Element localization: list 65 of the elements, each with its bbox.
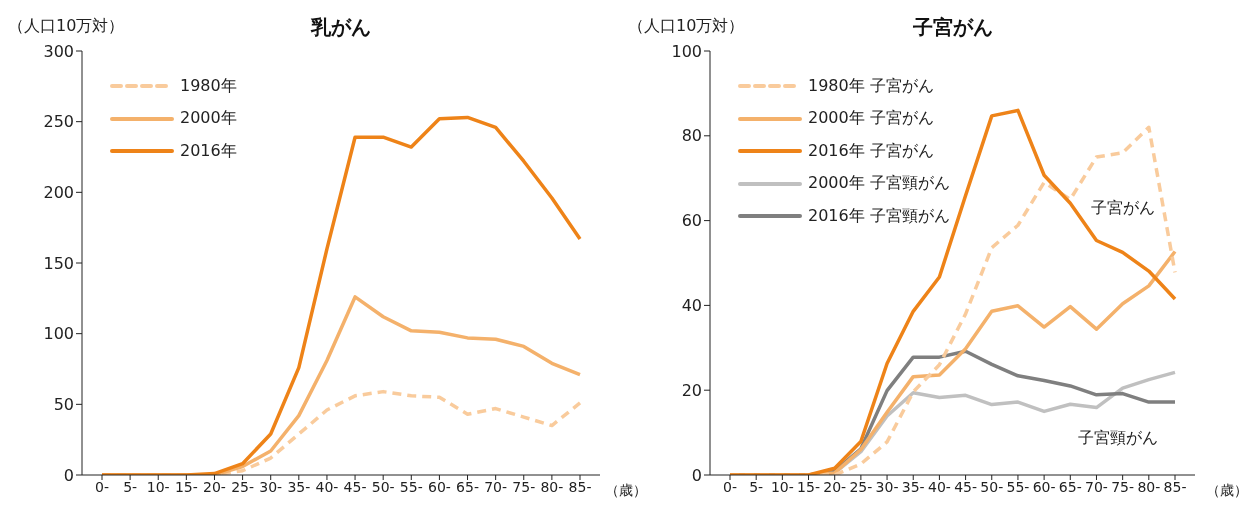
x-tick-label: 35-	[287, 478, 311, 495]
x-tick-label: 50-	[371, 478, 395, 495]
x-tick-label: 65-	[456, 478, 479, 495]
annotation: 子宮がん	[1091, 198, 1155, 219]
y-axis-title: （人口10万対）	[628, 16, 745, 37]
x-tick-label: 65-	[1058, 478, 1082, 495]
x-tick-label: 75-	[512, 478, 536, 495]
x-tick-label: 35-	[901, 478, 925, 495]
x-tick-label: 0-	[723, 478, 737, 495]
x-tick-label: 80-	[1137, 478, 1161, 495]
legend-label: 2016年 子宮頸がん	[808, 205, 950, 227]
x-tick-label: 20-	[203, 478, 226, 495]
y-axis-title: （人口10万対）	[8, 16, 125, 37]
x-tick-label: 40-	[927, 478, 951, 495]
y-tick-label: 50	[53, 395, 74, 415]
y-tick-label: 300	[43, 41, 74, 61]
legend-label: 1980年 子宮がん	[808, 75, 934, 97]
legend-label: 2000年 子宮がん	[808, 108, 934, 130]
x-tick-label: 50-	[980, 478, 1004, 495]
x-tick-label: 85-	[1163, 478, 1187, 495]
legend-label: 2000年 子宮頸がん	[808, 173, 950, 195]
x-tick-label: 10-	[770, 478, 794, 495]
y-tick-label: 20	[681, 380, 702, 400]
y-tick-label: 100	[43, 324, 74, 344]
x-tick-label: 45-	[954, 478, 978, 495]
x-tick-label: 85-	[568, 478, 592, 495]
y-tick-label: 0	[691, 465, 702, 485]
x-tick-label: 60-	[1032, 478, 1056, 495]
x-tick-label: 60-	[427, 478, 451, 495]
x-tick-label: 80-	[540, 478, 564, 495]
x-axis-title: （歳）	[1206, 482, 1248, 500]
legend-label: 2016年	[180, 140, 237, 162]
x-tick-label: 70-	[484, 478, 508, 495]
chart-title: 乳がん	[311, 15, 371, 39]
x-tick-label: 75-	[1111, 478, 1135, 495]
x-tick-label: 25-	[231, 478, 255, 495]
y-tick-label: 200	[43, 183, 74, 203]
y-tick-label: 60	[681, 211, 702, 231]
legend-label: 1980年	[180, 75, 237, 97]
y-tick-label: 150	[43, 253, 74, 273]
annotation: 子宮頸がん	[1078, 428, 1158, 449]
x-tick-label: 10-	[146, 478, 170, 495]
x-tick-label: 55-	[399, 478, 423, 495]
x-tick-label: 30-	[875, 478, 899, 495]
y-tick-label: 80	[681, 126, 702, 146]
x-tick-label: 55-	[1006, 478, 1030, 495]
y-tick-label: 0	[63, 465, 74, 485]
x-axis-title: （歳）	[605, 482, 647, 500]
y-tick-label: 100	[671, 41, 702, 61]
x-tick-label: 40-	[315, 478, 339, 495]
legend-label: 2016年 子宮がん	[808, 140, 934, 162]
x-tick-label: 5-	[123, 478, 138, 495]
x-tick-label: 45-	[343, 478, 367, 495]
x-tick-label: 70-	[1085, 478, 1108, 495]
y-tick-label: 250	[43, 112, 74, 132]
y-tick-label: 40	[681, 296, 702, 316]
x-tick-label: 20-	[823, 478, 847, 495]
legend-label: 2000年	[180, 108, 237, 130]
x-tick-label: 30-	[259, 478, 283, 495]
x-tick-label: 0-	[95, 478, 109, 495]
x-tick-label: 25-	[849, 478, 873, 495]
x-tick-label: 5-	[749, 478, 764, 495]
chart-title: 子宮がん	[912, 15, 993, 39]
x-tick-label: 15-	[797, 478, 820, 495]
x-tick-label: 15-	[174, 478, 198, 495]
